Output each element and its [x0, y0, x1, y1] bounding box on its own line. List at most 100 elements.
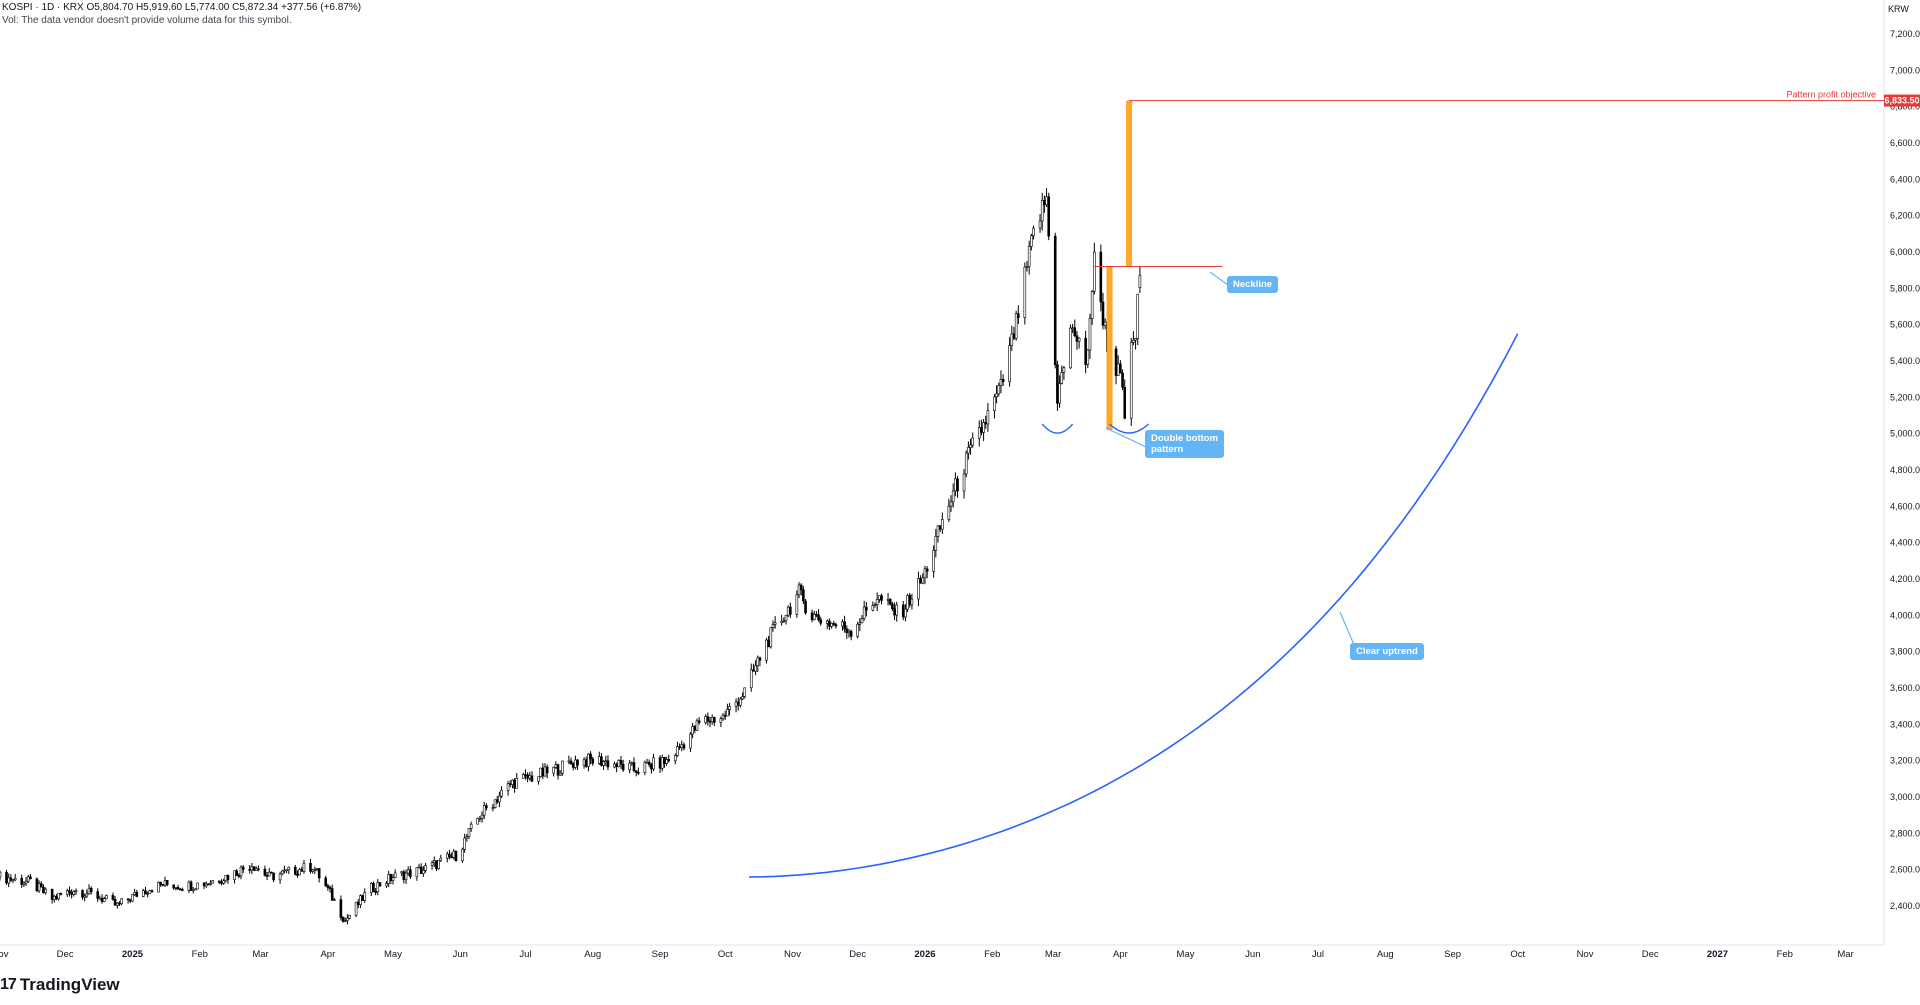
candle-body [556, 764, 560, 776]
candle-body [135, 891, 139, 897]
candle-body [971, 437, 975, 446]
candle-body [163, 879, 167, 886]
candle-body [949, 501, 953, 507]
candle-body [552, 766, 555, 774]
time-tick-label: Apr [320, 949, 335, 960]
candle-body [1045, 196, 1048, 206]
candle-body [956, 478, 959, 492]
candle-body [1075, 335, 1079, 342]
price-tick-label: 2,800.00 [1890, 828, 1920, 838]
candle-body [128, 899, 132, 902]
candle-body [424, 865, 427, 871]
candle-body [606, 760, 610, 768]
candle-body [619, 760, 623, 765]
price-tick-label: 6,200.00 [1890, 211, 1920, 221]
candle-body [758, 657, 762, 661]
candle-body [515, 777, 519, 789]
volume-note: Vol: The data vendor doesn't provide vol… [2, 15, 292, 26]
candle-body [267, 871, 271, 877]
candle-body [161, 884, 165, 886]
double-bottom-callout[interactable]: Double bottom pattern [1145, 430, 1225, 458]
candle-body [257, 868, 260, 871]
candle-body [524, 774, 527, 776]
candle-body [767, 639, 770, 648]
candle-body [220, 882, 223, 884]
candle-body [111, 895, 115, 900]
uptrend-callout[interactable]: Clear uptrend [1350, 643, 1424, 660]
price-tick-label: 4,200.00 [1890, 574, 1920, 584]
candle-body [1017, 313, 1020, 318]
price-tick-label: 3,600.00 [1890, 683, 1920, 693]
candle-body [37, 883, 41, 892]
price-tick-label: 2,400.00 [1890, 901, 1920, 911]
price-tick-label: 7,000.00 [1890, 65, 1920, 75]
candle-body [977, 427, 981, 439]
candle-body [630, 762, 634, 764]
candle-body [997, 385, 1001, 395]
candle-body [500, 790, 503, 797]
candle-body [825, 620, 829, 624]
candle-body [743, 687, 747, 697]
candle-body [1088, 318, 1092, 351]
candle-body [938, 525, 942, 530]
candle-body [530, 775, 534, 782]
tradingview-logo[interactable]: 17 TradingView [0, 975, 120, 995]
candle-body [333, 899, 336, 901]
candle-body [728, 706, 731, 710]
candle-body [102, 898, 106, 902]
neckline-callout[interactable]: Neckline [1227, 276, 1279, 293]
candle-body [1138, 274, 1142, 288]
candle-body [74, 889, 78, 892]
candle-body [356, 901, 360, 906]
candle-body [302, 862, 306, 872]
candle-body [584, 759, 588, 767]
candle-body [597, 756, 601, 764]
candle-body [178, 888, 182, 891]
price-tick-label: 3,000.00 [1890, 792, 1920, 802]
candle-body [283, 869, 286, 872]
candle-body [263, 868, 267, 876]
profit-objective-label: Pattern profit objective [1786, 90, 1876, 100]
candle-body [1014, 313, 1018, 339]
candle-body [543, 766, 547, 777]
candle-body [1119, 363, 1122, 374]
candle-body [819, 619, 823, 624]
candle-body [348, 914, 351, 919]
price-tick-label: 5,400.00 [1890, 356, 1920, 366]
candle-body [272, 872, 275, 881]
candle-body [404, 872, 408, 881]
candle-body [343, 920, 347, 922]
candle-body [393, 872, 397, 878]
price-tick-label: 3,800.00 [1890, 647, 1920, 657]
candle-body [1060, 372, 1064, 384]
candle-body [951, 490, 955, 503]
candle-body [142, 890, 145, 897]
candle-body [452, 851, 456, 858]
candle-body [962, 473, 966, 492]
candle-body [919, 578, 922, 584]
tradingview-logo-text: TradingView [19, 975, 120, 994]
candle-body [621, 763, 625, 771]
candle-body [233, 870, 236, 881]
candle-body [204, 883, 208, 887]
candle-body [1116, 363, 1120, 376]
candle-body [485, 805, 488, 809]
candle-body [843, 621, 846, 630]
candle-body [1099, 251, 1103, 303]
candle-body [1084, 337, 1087, 365]
candle-body [576, 759, 579, 766]
profit-objective-price-tag [1884, 94, 1920, 107]
candle-body [660, 756, 664, 769]
candle-body [845, 628, 849, 634]
candle-body [967, 447, 970, 454]
candle-body [756, 657, 760, 667]
candle-body [999, 379, 1003, 386]
candle-body [26, 876, 30, 882]
uptrend-callout-pointer [1339, 611, 1356, 648]
candle-body [528, 775, 532, 779]
candle-body [146, 893, 149, 895]
candle-body [465, 836, 469, 839]
candle-body [723, 714, 727, 717]
candle-body [901, 604, 905, 618]
